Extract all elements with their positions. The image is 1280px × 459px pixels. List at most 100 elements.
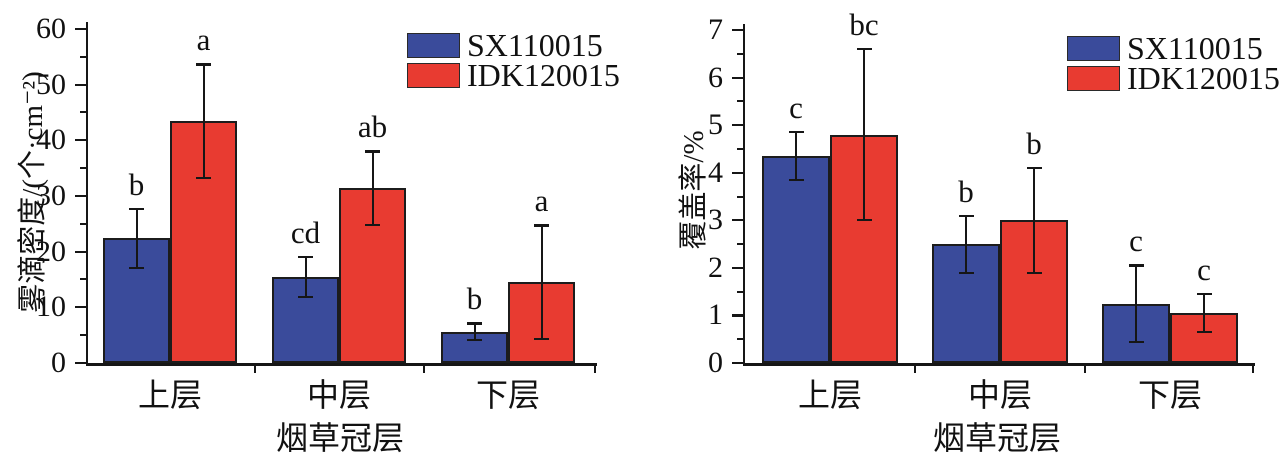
y-tick-label: 40 [36, 123, 66, 157]
y-minor-tick [79, 334, 86, 337]
x-tick [1252, 366, 1255, 373]
y-axis [85, 22, 88, 366]
y-tick-label: 2 [708, 250, 723, 284]
y-axis-title-coverage-rate: 覆盖率/% [678, 130, 710, 250]
y-tick-label: 20 [36, 234, 66, 268]
x-axis-title-right: 烟草冠层 [932, 420, 1062, 456]
x-tick [422, 366, 425, 373]
y-tick-label: 30 [36, 178, 66, 212]
y-major-tick [74, 362, 86, 365]
y-major-tick [74, 139, 86, 142]
error-cap-top [129, 207, 144, 210]
sig-letter: bc [849, 7, 879, 43]
y-tick-label: 60 [36, 11, 66, 45]
category-label-upper: 上层 [797, 377, 862, 413]
sig-letter: cd [290, 215, 321, 251]
error-cap-bottom [534, 338, 549, 341]
x-axis-title-left: 烟草冠层 [275, 420, 405, 456]
error-cap-bottom [129, 266, 144, 269]
error-cap-top [958, 214, 974, 217]
sig-letter: b [958, 173, 974, 209]
error-cap-bottom [1196, 331, 1212, 334]
sig-letter: ab [357, 109, 388, 145]
y-major-tick [731, 171, 743, 174]
error-bar [202, 64, 205, 179]
error-cap-top [196, 63, 211, 66]
legend-label-idk120015: IDK120015 [467, 57, 620, 93]
y-minor-tick [79, 222, 86, 225]
legend-swatch-sx110015 [1067, 36, 1120, 61]
bar-sx110015-upper [762, 156, 830, 363]
y-tick-label: 7 [708, 13, 723, 46]
legend-label-sx110015: SX110015 [1127, 30, 1263, 66]
x-axis [85, 363, 597, 366]
sig-letter: b [466, 281, 483, 317]
y-major-tick [731, 266, 743, 270]
error-bar [473, 323, 476, 341]
error-cap-top [534, 224, 549, 227]
error-cap-top [1196, 293, 1212, 296]
y-minor-tick [79, 55, 86, 58]
y-minor-tick [736, 243, 743, 246]
x-tick [1084, 366, 1087, 373]
y-tick-label: 50 [36, 67, 66, 101]
y-axis [742, 24, 745, 366]
sig-letter: b [1026, 125, 1042, 161]
y-tick-label: 0 [708, 346, 723, 379]
sig-letter: c [1197, 252, 1211, 288]
error-bar [795, 132, 797, 180]
y-axis-title-droplet-density: 雾滴密度/(个·cm⁻²) [17, 71, 49, 313]
legend-label-idk120015: IDK120015 [1127, 60, 1280, 96]
y-tick-label: 6 [708, 60, 723, 94]
y-major-tick [74, 83, 86, 86]
y-major-tick [731, 76, 743, 79]
y-major-tick [74, 27, 86, 30]
y-minor-tick [736, 52, 743, 55]
error-cap-top [365, 150, 380, 153]
error-bar [540, 225, 543, 340]
error-bar [304, 257, 307, 298]
y-major-tick [731, 314, 743, 317]
error-bar [1033, 167, 1035, 273]
y-minor-tick [736, 100, 743, 103]
category-label-middle: 中层 [967, 377, 1032, 413]
sig-letter: c [1129, 223, 1143, 259]
error-cap-top [856, 48, 872, 51]
x-tick [914, 366, 917, 373]
error-cap-top [1128, 264, 1144, 267]
y-major-tick [731, 124, 743, 127]
y-tick-label: 1 [708, 298, 723, 332]
error-bar [135, 208, 138, 268]
y-minor-tick [79, 111, 86, 114]
error-cap-bottom [856, 219, 872, 222]
category-label-upper: 上层 [137, 377, 202, 413]
error-cap-bottom [365, 223, 380, 227]
y-tick-label: 0 [51, 346, 66, 379]
y-minor-tick [736, 195, 743, 198]
error-bar [1203, 294, 1205, 333]
error-cap-top [788, 131, 804, 134]
error-cap-bottom [1128, 340, 1144, 343]
legend-swatch-idk120015 [1067, 66, 1120, 91]
error-bar [863, 49, 865, 221]
sig-letter: b [128, 166, 145, 202]
error-cap-top [298, 256, 313, 259]
category-label-lower: 下层 [475, 377, 540, 413]
y-tick-label: 10 [36, 290, 66, 324]
sig-letter: a [196, 22, 211, 58]
error-cap-bottom [196, 177, 211, 180]
y-major-tick [74, 250, 86, 253]
y-minor-tick [736, 338, 743, 341]
x-tick [253, 366, 256, 373]
y-minor-tick [79, 278, 86, 281]
y-minor-tick [736, 290, 743, 293]
y-major-tick [731, 362, 743, 365]
y-minor-tick [736, 147, 743, 150]
sig-letter: c [789, 90, 803, 126]
y-major-tick [731, 29, 743, 32]
error-bar [965, 215, 967, 273]
error-bar [371, 151, 374, 225]
error-cap-bottom [788, 178, 804, 182]
